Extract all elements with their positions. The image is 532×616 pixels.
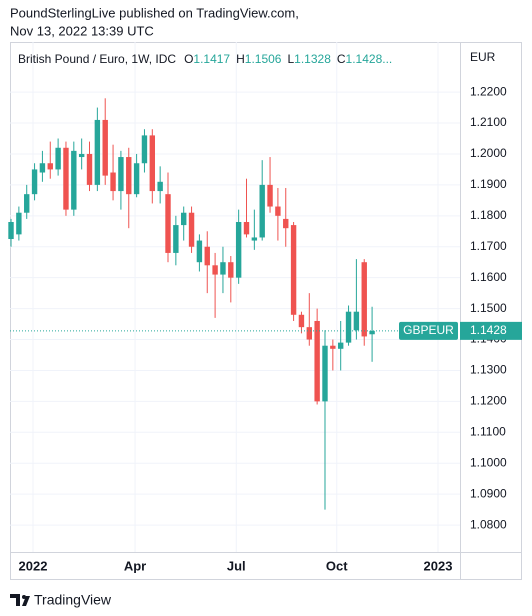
candle-body xyxy=(361,262,367,337)
legend-item: 1.1506 xyxy=(245,52,282,66)
candle-body xyxy=(133,163,140,195)
candle-body xyxy=(31,169,38,195)
candle-body xyxy=(220,262,226,275)
candle-body xyxy=(196,240,203,263)
symbol-badge xyxy=(399,321,458,340)
x-tick-label: 2023 xyxy=(424,558,453,573)
candle-body xyxy=(55,147,61,170)
candle-body xyxy=(298,314,305,328)
legend-item: L xyxy=(287,52,294,66)
symbol-label: GBPEUR xyxy=(403,323,454,337)
candle-body xyxy=(369,330,375,335)
y-tick-label: 1.1900 xyxy=(470,177,507,191)
header-line1: PoundSterlingLive published on TradingVi… xyxy=(10,5,299,20)
candle-body xyxy=(16,212,22,235)
x-tick-label: 2022 xyxy=(19,558,48,573)
candle-body xyxy=(47,163,53,170)
candle-body xyxy=(345,311,352,343)
legend-item: 1.1417 xyxy=(193,52,230,66)
candle-body xyxy=(314,320,320,402)
candle-body xyxy=(283,218,289,229)
y-tick-label: 1.1600 xyxy=(470,270,507,284)
currency-label: EUR xyxy=(470,50,496,64)
legend-item: 1.1428 xyxy=(346,52,383,66)
candle-body xyxy=(353,311,360,331)
candle-body xyxy=(322,345,328,402)
candle-body xyxy=(118,157,124,192)
x-tick-label: Jul xyxy=(227,558,246,573)
y-tick-label: 1.1200 xyxy=(470,394,507,408)
y-tick-label: 1.1800 xyxy=(470,208,507,222)
legend-item: 1.1328 xyxy=(294,52,331,66)
y-tick-label: 1.1000 xyxy=(470,455,507,469)
price-label: 1.1428 xyxy=(470,323,507,337)
candle-body xyxy=(306,327,312,340)
candle-body xyxy=(267,184,273,207)
y-tick-label: 1.2200 xyxy=(470,84,507,98)
candle-body xyxy=(71,150,77,210)
candle-body xyxy=(243,222,250,235)
legend: British Pound / Euro, 1W, IDC O1.1417 H1.1… xyxy=(18,52,392,66)
y-tick-label: 1.1300 xyxy=(470,363,507,377)
candle-body xyxy=(173,225,179,253)
candle-body xyxy=(337,342,344,349)
legend-item: H xyxy=(236,52,245,66)
candle-body xyxy=(63,147,69,210)
candle-body xyxy=(212,265,218,275)
candle-body xyxy=(251,237,258,241)
plot xyxy=(8,42,460,552)
candle-body xyxy=(149,135,156,192)
y-tick-label: 1.0800 xyxy=(470,517,507,531)
legend-item: ... xyxy=(382,52,392,66)
candle-body xyxy=(102,119,108,176)
candle-body xyxy=(181,212,187,226)
y-tick-label: 1.1100 xyxy=(470,424,506,438)
candle-body xyxy=(141,135,148,164)
candle-body xyxy=(165,194,171,253)
candle-body xyxy=(259,184,265,238)
header-line2: Nov 13, 2022 13:39 UTC xyxy=(10,23,154,38)
x-tick-label: Oct xyxy=(326,558,348,573)
candle-body xyxy=(330,345,336,349)
y-tick-label: 1.2100 xyxy=(470,115,507,129)
candle-body xyxy=(39,163,46,173)
legend-item: British Pound / Euro, 1W, IDC xyxy=(18,52,176,66)
candle-body xyxy=(78,153,85,158)
candle-body xyxy=(8,222,14,240)
footer-brand: TradingView xyxy=(34,592,112,608)
legend-item: O xyxy=(184,52,193,66)
candle-body xyxy=(228,262,234,278)
candle-body xyxy=(290,225,297,315)
y-tick-label: 1.1700 xyxy=(470,239,507,253)
candle-body xyxy=(204,246,210,266)
candle-body xyxy=(126,157,132,195)
candle-body xyxy=(157,181,163,192)
candle-body xyxy=(24,194,30,213)
legend-item: C xyxy=(337,52,346,66)
y-tick-label: 1.2000 xyxy=(470,146,507,160)
candle-body xyxy=(235,222,242,278)
candle-body xyxy=(110,172,116,192)
candle-body xyxy=(86,153,93,185)
y-tick-label: 1.0900 xyxy=(470,486,507,500)
x-tick-label: Apr xyxy=(124,558,146,573)
chart-frame xyxy=(10,42,522,580)
price-badge xyxy=(460,321,522,340)
candle-body xyxy=(94,119,101,185)
y-tick-label: 1.1500 xyxy=(470,301,507,315)
footer-logo xyxy=(10,594,30,606)
candle-body xyxy=(275,206,281,216)
candle-body xyxy=(188,212,195,247)
